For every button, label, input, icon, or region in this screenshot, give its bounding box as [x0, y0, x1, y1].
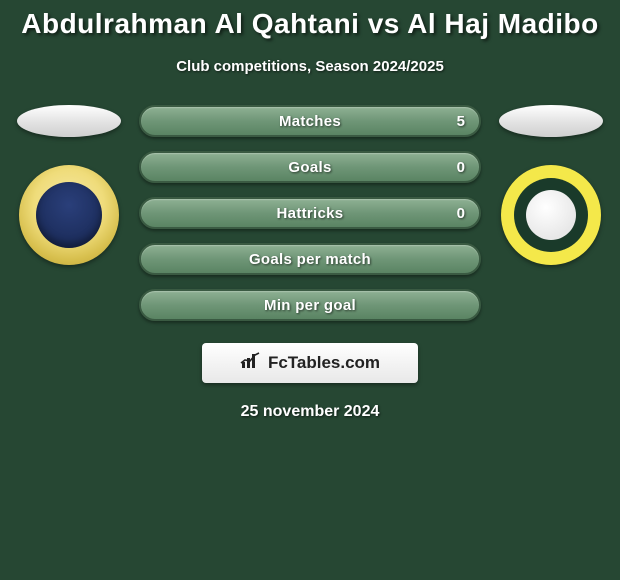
stat-row-goals-per-match: Goals per match: [139, 243, 481, 275]
right-value-oval: [499, 105, 603, 137]
player-left-col: [17, 105, 121, 265]
left-value-oval: [17, 105, 121, 137]
stat-value-right: 0: [457, 205, 465, 222]
stats-column: Matches 5 Goals 0 Hattricks 0 Goals per …: [139, 105, 481, 321]
stat-row-hattricks: Hattricks 0: [139, 197, 481, 229]
stat-row-matches: Matches 5: [139, 105, 481, 137]
main-row: Matches 5 Goals 0 Hattricks 0 Goals per …: [0, 105, 620, 321]
stat-row-goals: Goals 0: [139, 151, 481, 183]
stat-label: Goals per match: [249, 251, 371, 268]
player-right-col: [499, 105, 603, 265]
bar-chart-icon: [240, 352, 262, 375]
club-badge-right: [501, 165, 601, 265]
stat-row-min-per-goal: Min per goal: [139, 289, 481, 321]
stat-label: Goals: [288, 159, 331, 176]
comparison-card: Abdulrahman Al Qahtani vs Al Haj Madibo …: [0, 0, 620, 421]
date-line: 25 november 2024: [0, 403, 620, 421]
branding-box[interactable]: FcTables.com: [202, 343, 418, 383]
stat-label: Matches: [279, 113, 341, 130]
stat-label: Min per goal: [264, 297, 356, 314]
branding-label: FcTables.com: [268, 353, 380, 373]
stat-value-right: 0: [457, 159, 465, 176]
subtitle: Club competitions, Season 2024/2025: [0, 58, 620, 75]
page-title: Abdulrahman Al Qahtani vs Al Haj Madibo: [0, 8, 620, 40]
stat-label: Hattricks: [277, 205, 344, 222]
club-badge-left: [19, 165, 119, 265]
stat-value-right: 5: [457, 113, 465, 130]
